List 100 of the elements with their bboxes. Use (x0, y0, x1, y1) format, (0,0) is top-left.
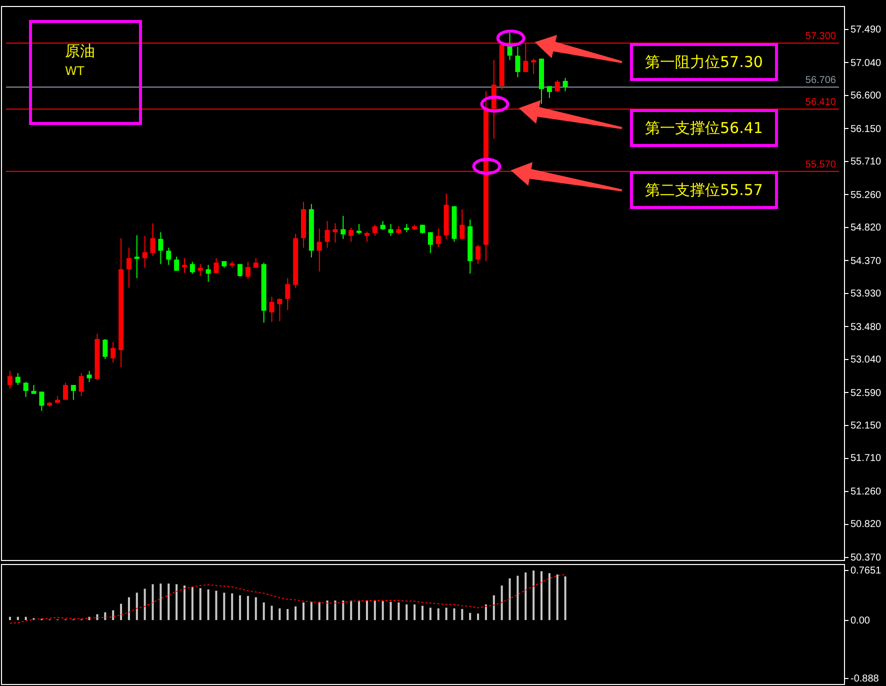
candlestick (253, 258, 258, 268)
bar (422, 606, 424, 620)
candlestick (70, 384, 76, 400)
bar (24, 616, 27, 620)
bar (191, 586, 194, 620)
y-tick-label: 57.040 (850, 58, 882, 69)
bar (302, 602, 304, 620)
bar (500, 586, 503, 620)
candlestick (206, 264, 211, 282)
candlestick (364, 230, 370, 242)
y-tick-label: 51.710 (850, 453, 882, 464)
bar (398, 602, 400, 620)
bar (508, 578, 511, 620)
y-tick-label: 54.370 (850, 256, 882, 267)
bar (184, 586, 186, 620)
bar (334, 600, 336, 620)
candlestick (214, 258, 219, 274)
candlestick (515, 46, 520, 78)
candlestick (166, 247, 172, 266)
bar (540, 571, 542, 620)
bar (239, 595, 242, 620)
candlestick (126, 247, 132, 288)
y-tick-label: 57.490 (850, 24, 882, 36)
candlestick (356, 224, 362, 235)
candlestick (110, 341, 116, 364)
ref-line-label: 56.410 (805, 97, 836, 108)
y-tick-label: 50.820 (850, 519, 882, 530)
bar (374, 600, 376, 620)
bar (168, 584, 170, 620)
bar (152, 584, 154, 620)
candlestick (174, 256, 180, 272)
annotation: 第一支撑位56.41 (645, 119, 763, 138)
bar (294, 606, 297, 620)
candlestick (277, 298, 282, 322)
y-tick-label: 52.150 (850, 420, 882, 432)
candlestick (102, 338, 108, 360)
bar (326, 600, 328, 620)
line-series (9, 574, 566, 624)
y-tick-label: 0.00 (850, 616, 870, 627)
callout-box: 第二支撑位55.57 (630, 171, 778, 210)
candlestick (316, 228, 322, 272)
bar (532, 570, 535, 620)
bar (199, 588, 202, 620)
bar (310, 602, 312, 620)
bar (286, 609, 289, 620)
candlestick (460, 208, 465, 240)
bar (469, 612, 472, 620)
bar (484, 604, 487, 620)
candlestick (531, 58, 536, 75)
candlestick (372, 224, 378, 236)
bar (8, 616, 11, 620)
candlestick (15, 372, 20, 386)
bar (96, 614, 98, 620)
bar (342, 600, 344, 620)
text: 原油 (65, 42, 95, 61)
candlestick (388, 224, 394, 236)
bar (231, 593, 234, 620)
bar (318, 602, 320, 620)
bar (477, 614, 480, 620)
y-tick-label: 53.930 (850, 288, 882, 300)
candlestick (332, 222, 338, 244)
candlestick (428, 232, 433, 254)
y-tick-label: 51.260 (850, 486, 882, 498)
bar (207, 589, 210, 620)
candlestick (23, 382, 28, 398)
candlestick (39, 391, 44, 412)
bar (564, 576, 566, 620)
candlestick (436, 228, 441, 248)
bar (524, 572, 527, 620)
bar (215, 590, 218, 620)
bar (350, 600, 352, 620)
candlestick (238, 264, 243, 278)
bar (112, 610, 114, 620)
y-tick-label: 54.820 (850, 222, 882, 234)
candlestick (269, 296, 274, 322)
y-tick-label: 50.370 (850, 552, 882, 564)
candlestick (507, 32, 512, 61)
bar (16, 616, 19, 620)
bar (429, 608, 432, 620)
bar (104, 612, 106, 620)
text: WT (65, 64, 84, 78)
candlestick (285, 278, 290, 311)
candlestick (142, 235, 148, 268)
candlestick (324, 220, 330, 248)
bar (120, 604, 122, 620)
callout-box: 第一支撑位56.41 (630, 109, 778, 148)
bar (461, 609, 464, 620)
candlestick (562, 77, 568, 92)
bar (382, 601, 384, 620)
ref-line-label: 55.570 (805, 159, 836, 170)
y-tick-label: 53.040 (850, 354, 882, 366)
candlestick (190, 261, 195, 274)
candlestick (546, 86, 552, 98)
y-tick-label: 55.710 (850, 156, 882, 168)
bar (270, 606, 273, 620)
bar (445, 608, 448, 620)
bar (223, 592, 226, 620)
candlestick (182, 258, 187, 274)
y-tick-label: -0.888 (850, 674, 880, 684)
candlestick (198, 264, 203, 276)
